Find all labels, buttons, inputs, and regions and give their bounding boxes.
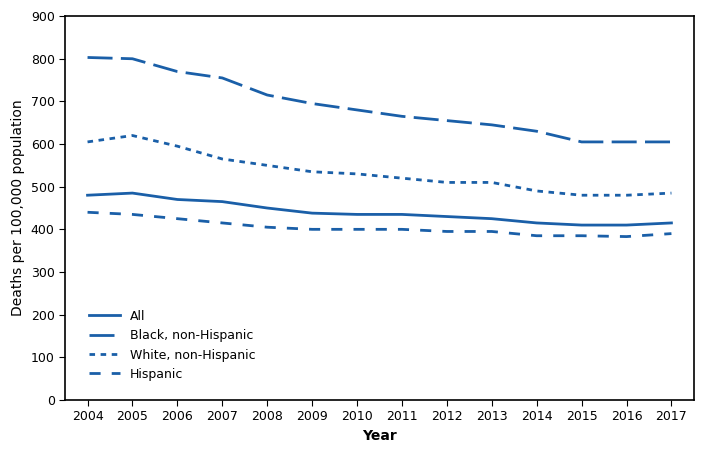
White, non-Hispanic	[352, 171, 361, 177]
Hispanic	[308, 227, 317, 232]
White, non-Hispanic	[398, 175, 406, 181]
All	[83, 192, 92, 198]
White, non-Hispanic	[443, 180, 451, 185]
All	[263, 205, 271, 211]
White, non-Hispanic	[623, 192, 631, 198]
Black, non-Hispanic	[352, 107, 361, 113]
White, non-Hispanic	[308, 169, 317, 174]
Hispanic	[352, 227, 361, 232]
Black, non-Hispanic	[623, 139, 631, 145]
Line: White, non-Hispanic: White, non-Hispanic	[87, 135, 671, 195]
Legend: All, Black, non-Hispanic, White, non-Hispanic, Hispanic: All, Black, non-Hispanic, White, non-His…	[84, 305, 261, 386]
Y-axis label: Deaths per 100,000 population: Deaths per 100,000 population	[11, 100, 25, 316]
Hispanic	[218, 220, 226, 226]
Line: Hispanic: Hispanic	[87, 212, 671, 237]
Hispanic	[128, 212, 137, 217]
Hispanic	[398, 227, 406, 232]
Black, non-Hispanic	[532, 128, 541, 134]
White, non-Hispanic	[667, 190, 675, 196]
Hispanic	[488, 229, 496, 234]
Hispanic	[667, 231, 675, 237]
All	[488, 216, 496, 222]
Hispanic	[83, 210, 92, 215]
Black, non-Hispanic	[308, 101, 317, 106]
Hispanic	[532, 233, 541, 238]
Hispanic	[577, 233, 586, 238]
Black, non-Hispanic	[218, 75, 226, 81]
Hispanic	[173, 216, 182, 222]
Line: All: All	[87, 193, 671, 225]
Black, non-Hispanic	[83, 55, 92, 60]
White, non-Hispanic	[532, 188, 541, 194]
All	[308, 210, 317, 216]
White, non-Hispanic	[218, 156, 226, 162]
Black, non-Hispanic	[398, 114, 406, 119]
All	[218, 199, 226, 204]
White, non-Hispanic	[173, 143, 182, 149]
All	[577, 222, 586, 228]
X-axis label: Year: Year	[362, 429, 397, 443]
All	[128, 190, 137, 196]
All	[532, 220, 541, 226]
White, non-Hispanic	[128, 133, 137, 138]
Black, non-Hispanic	[577, 139, 586, 145]
All	[173, 197, 182, 202]
All	[623, 222, 631, 228]
Hispanic	[443, 229, 451, 234]
All	[667, 220, 675, 226]
White, non-Hispanic	[577, 192, 586, 198]
All	[443, 214, 451, 219]
Black, non-Hispanic	[488, 122, 496, 128]
Line: Black, non-Hispanic: Black, non-Hispanic	[87, 58, 671, 142]
White, non-Hispanic	[83, 139, 92, 145]
Hispanic	[623, 234, 631, 239]
Black, non-Hispanic	[128, 56, 137, 61]
All	[352, 212, 361, 217]
Black, non-Hispanic	[263, 92, 271, 98]
White, non-Hispanic	[263, 163, 271, 168]
Hispanic	[263, 224, 271, 230]
Black, non-Hispanic	[173, 69, 182, 74]
Black, non-Hispanic	[667, 139, 675, 145]
All	[398, 212, 406, 217]
White, non-Hispanic	[488, 180, 496, 185]
Black, non-Hispanic	[443, 118, 451, 123]
